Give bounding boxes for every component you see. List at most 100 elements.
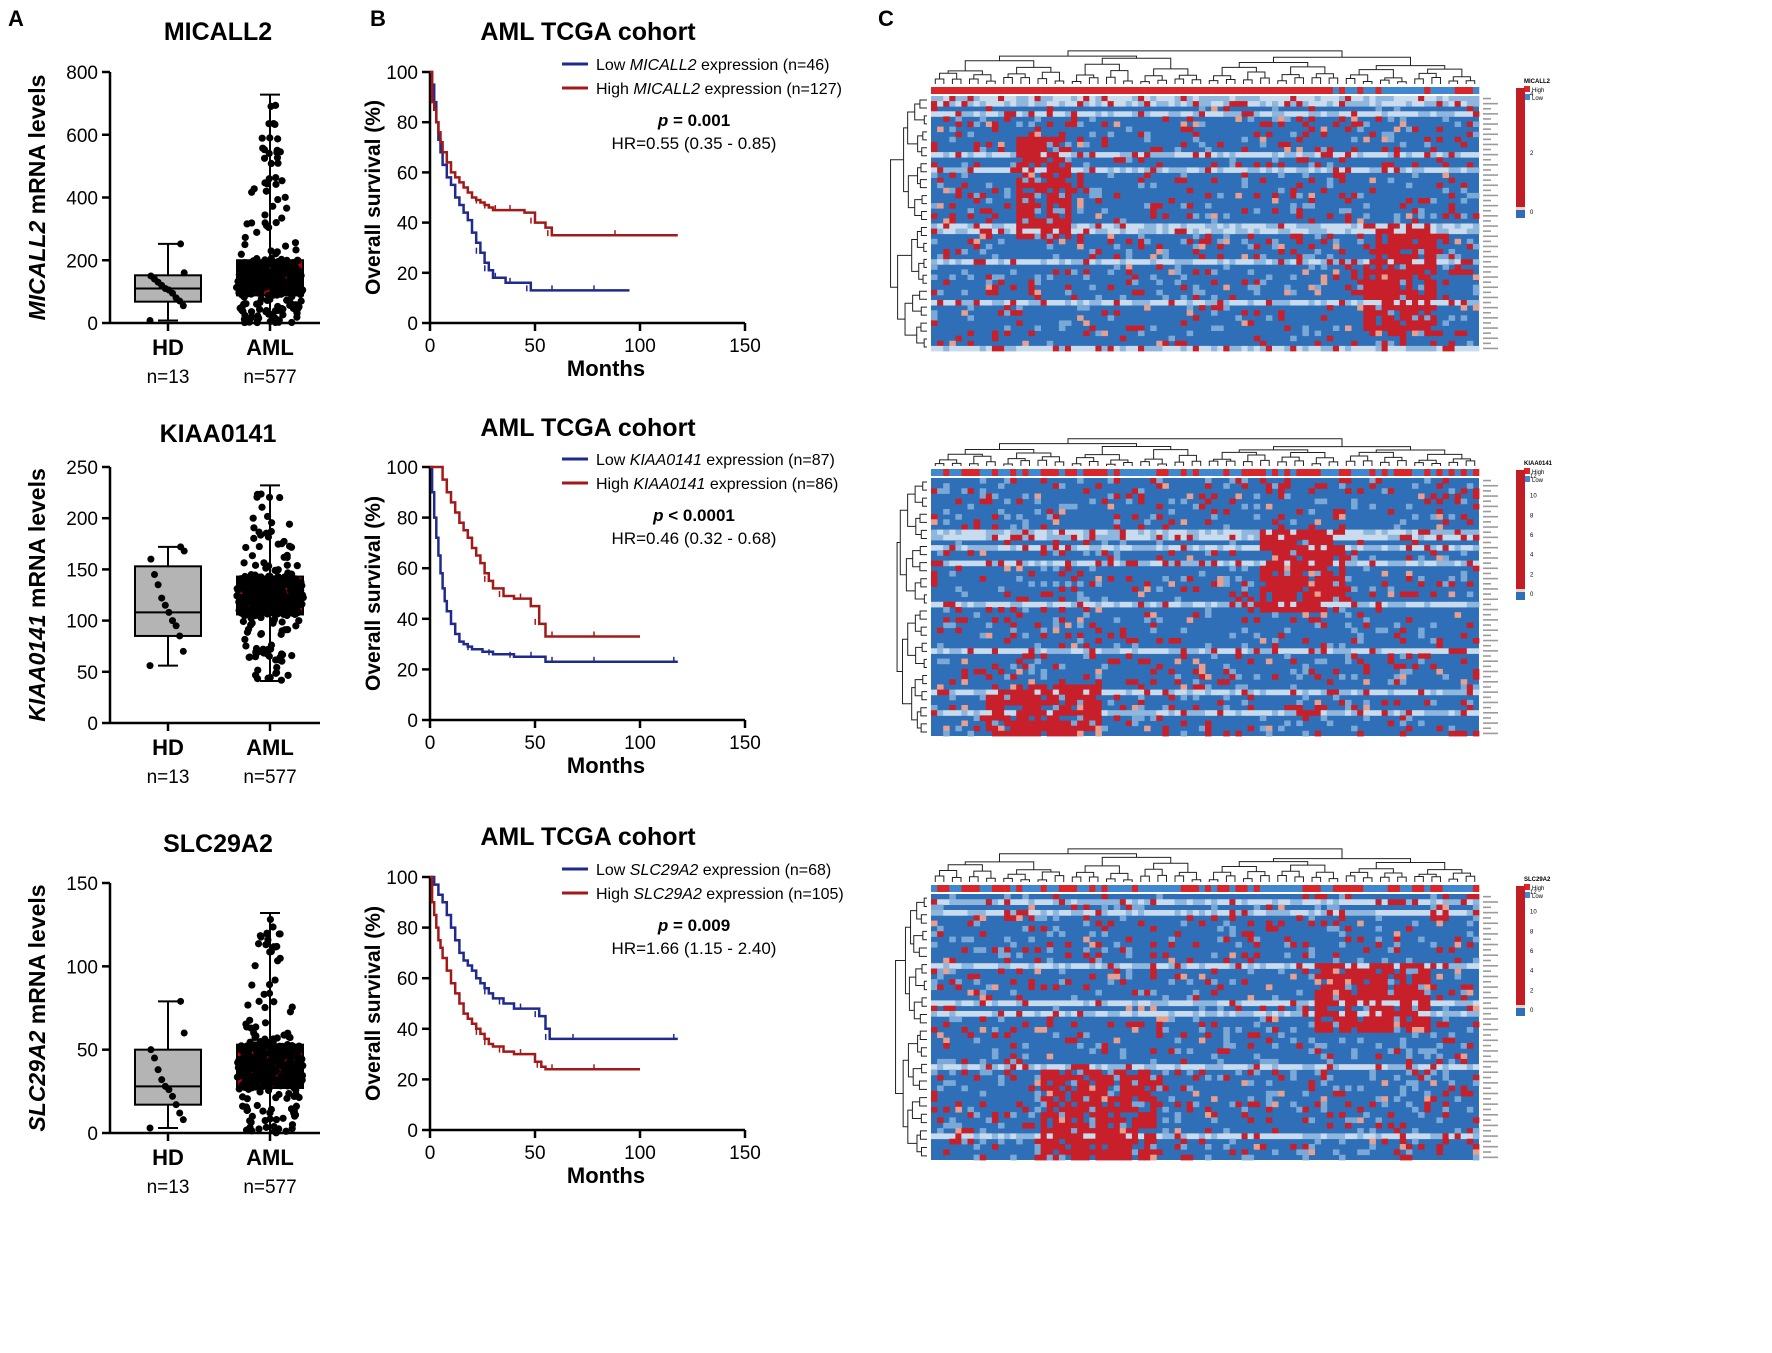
heatmap-cell xyxy=(1393,524,1401,530)
data-point xyxy=(294,601,302,609)
annotation-cell xyxy=(1150,469,1157,476)
dendrogram-branch xyxy=(1144,75,1163,82)
heatmap-cell xyxy=(1198,243,1206,250)
annotation-cell xyxy=(1186,87,1194,94)
y-tick-label: 80 xyxy=(397,919,418,940)
heatmap-cell xyxy=(1010,648,1017,654)
heatmap-cell xyxy=(1278,534,1285,541)
heatmap-cell xyxy=(1284,545,1291,551)
heatmap-cell xyxy=(1381,111,1389,117)
data-point xyxy=(251,962,259,970)
heatmap-cell xyxy=(1174,177,1182,184)
p-value: p = 0.001 xyxy=(657,111,730,130)
dendrogram-branch xyxy=(919,562,927,572)
data-point xyxy=(270,291,278,299)
heatmap-cell xyxy=(1241,147,1248,153)
heatmap-cell xyxy=(1131,488,1139,494)
heatmap-cell xyxy=(1125,157,1133,163)
heatmap-cell xyxy=(1040,172,1048,178)
heatmap-cell xyxy=(1180,101,1188,107)
heatmap-cell xyxy=(1241,565,1248,572)
heatmap-cell xyxy=(1399,238,1407,245)
heatmap-cell xyxy=(961,601,968,608)
heatmap-cell xyxy=(1186,617,1194,623)
heatmap-cell xyxy=(1217,648,1224,654)
heatmap-cell xyxy=(1046,192,1054,199)
heatmap-cell xyxy=(1089,228,1096,235)
heatmap-cell xyxy=(1046,208,1054,214)
heatmap-cell xyxy=(1217,545,1224,551)
heatmap-cell xyxy=(1040,147,1048,153)
heatmap-cell xyxy=(1278,514,1285,520)
heatmap-cell xyxy=(1326,539,1334,546)
heatmap-cell xyxy=(1229,101,1236,107)
heatmap-cell xyxy=(1180,111,1188,117)
heatmap-cell xyxy=(1314,111,1322,117)
heatmap-cell xyxy=(1156,162,1163,168)
heatmap-cell xyxy=(1339,674,1346,680)
heatmap-cell xyxy=(1375,238,1382,245)
heatmap-cell xyxy=(1144,617,1151,623)
heatmap-cell xyxy=(1442,279,1449,286)
heatmap-cell xyxy=(1357,101,1364,107)
heatmap-cell xyxy=(1357,612,1364,618)
annotation-cell xyxy=(937,469,944,476)
heatmap-cell xyxy=(1223,233,1230,240)
heatmap-cell xyxy=(1296,648,1303,654)
annotation-cell xyxy=(943,469,950,476)
heatmap-cell xyxy=(1119,294,1127,301)
heatmap-cell xyxy=(973,345,981,352)
heatmap-cell xyxy=(1065,689,1072,696)
heatmap-cell xyxy=(1156,101,1163,107)
heatmap-cell xyxy=(1314,228,1322,235)
heatmap-cell xyxy=(1241,228,1248,235)
heatmap-cell xyxy=(1235,300,1242,306)
heatmap-cell xyxy=(1016,305,1023,311)
heatmap-cell xyxy=(1058,325,1066,331)
heatmap-cell xyxy=(1308,96,1315,102)
heatmap-cell xyxy=(1089,284,1096,291)
heatmap-cell xyxy=(1083,345,1090,352)
heatmap-cell xyxy=(1150,152,1157,158)
heatmap-cell xyxy=(1357,289,1364,296)
heatmap-cell xyxy=(1332,300,1340,306)
heatmap-cell xyxy=(973,141,981,148)
heatmap-cell xyxy=(937,345,944,352)
heatmap-cell xyxy=(1424,249,1431,255)
heatmap-cell xyxy=(1138,330,1145,337)
heatmap-cell xyxy=(1351,121,1358,127)
heatmap-cell xyxy=(1412,310,1419,316)
heatmap-cell xyxy=(1259,259,1267,265)
heatmap-cell xyxy=(1375,111,1382,117)
heatmap-cell xyxy=(1022,524,1029,530)
annotation-cell xyxy=(1302,469,1309,476)
heatmap-cell xyxy=(949,622,956,629)
heatmap-cell xyxy=(1259,689,1267,696)
heatmap-cell xyxy=(1412,514,1419,520)
heatmap-cell xyxy=(973,560,981,567)
heatmap-cell xyxy=(991,111,999,117)
heatmap-cell xyxy=(949,187,956,194)
heatmap-cell xyxy=(1393,243,1401,250)
heatmap-cell xyxy=(949,274,956,280)
heatmap-cell xyxy=(1004,228,1011,235)
heatmap-cell xyxy=(973,101,981,107)
heatmap-cell xyxy=(1058,152,1066,158)
heatmap-cell xyxy=(979,192,987,199)
heatmap-cell xyxy=(1205,529,1212,536)
heatmap-cell xyxy=(1095,638,1102,644)
dendrogram-branch xyxy=(914,485,923,503)
p-value-part: p xyxy=(652,506,663,525)
heatmap-cell xyxy=(961,167,968,173)
heatmap-cell xyxy=(1351,147,1358,153)
heatmap-cell xyxy=(1436,529,1443,536)
heatmap-cell xyxy=(1125,576,1133,582)
heatmap-cell xyxy=(1071,586,1078,592)
heatmap-cell xyxy=(1278,483,1285,489)
heatmap-cell xyxy=(1369,187,1376,194)
heatmap-cell xyxy=(1387,601,1395,608)
heatmap-cell xyxy=(1186,560,1194,567)
heatmap-cell xyxy=(1351,529,1358,536)
heatmap-cell xyxy=(1046,228,1054,235)
heatmap-cell xyxy=(1290,565,1297,572)
